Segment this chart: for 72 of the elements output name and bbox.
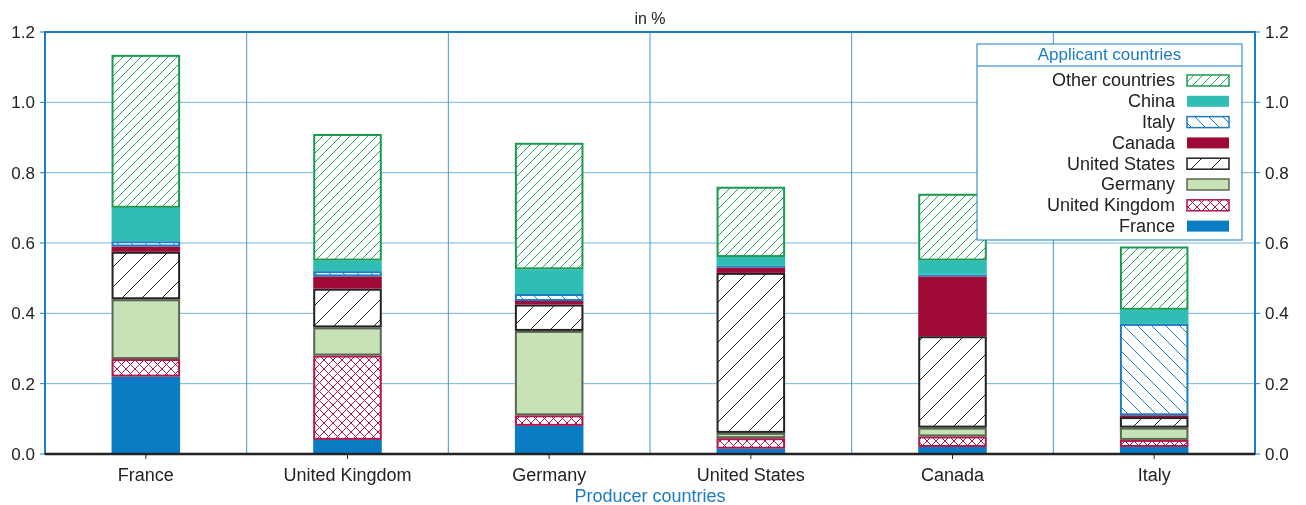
bar	[313, 355, 382, 440]
bar	[514, 301, 584, 305]
legend-title: Applicant countries	[1037, 45, 1182, 64]
y2-tick-label: 1.0	[1265, 93, 1289, 113]
y-tick-label: 0.6	[11, 233, 35, 253]
y2-tick-label: 0.2	[1265, 374, 1289, 394]
legend-label: Other countries	[1051, 70, 1175, 91]
bar	[313, 288, 382, 328]
bar	[111, 246, 181, 252]
bar	[1119, 439, 1189, 447]
bar	[111, 54, 181, 208]
y-tick-label: 1.0	[11, 93, 35, 113]
y2-tick-label: 0.6	[1265, 233, 1289, 253]
bar	[716, 267, 786, 273]
y-tick-label: 0.2	[11, 374, 35, 394]
x-axis-title: Producer countries	[574, 486, 726, 505]
bar	[313, 133, 382, 261]
bar	[111, 359, 181, 377]
x-tick-label: United States	[696, 465, 805, 485]
bar	[313, 327, 382, 356]
bar	[918, 427, 987, 437]
y2-tick-label: 0.4	[1265, 304, 1289, 324]
legend-label: China	[1127, 91, 1176, 112]
bar	[918, 436, 987, 447]
y-tick-label: 0.0	[11, 444, 35, 464]
legend-label: Italy	[1141, 111, 1175, 132]
x-tick-label: Canada	[920, 465, 986, 485]
bar	[1119, 417, 1189, 428]
bar	[918, 276, 987, 337]
bar	[111, 299, 181, 360]
bar	[514, 304, 584, 331]
legend-label: Canada	[1111, 132, 1176, 153]
bar	[1119, 427, 1189, 440]
bar	[1119, 309, 1189, 324]
bar	[716, 438, 786, 449]
bar	[514, 330, 584, 416]
bar	[918, 336, 987, 428]
x-tick-label: Italy	[1137, 465, 1171, 485]
y2-tick-label: 0.0	[1265, 444, 1289, 464]
y-tick-label: 0.8	[11, 163, 35, 183]
bar	[111, 251, 181, 300]
bar	[514, 142, 584, 270]
bar	[514, 415, 584, 426]
y-tick-label: 1.2	[11, 22, 35, 42]
y-tick-label: 0.4	[11, 304, 35, 324]
bar	[514, 293, 584, 302]
x-tick-label: France	[117, 465, 174, 485]
legend-label: Germany	[1100, 174, 1175, 195]
y2-tick-label: 0.8	[1265, 163, 1289, 183]
bar	[111, 241, 181, 247]
chart-subtitle: in %	[634, 10, 666, 27]
bar	[313, 271, 382, 277]
bar	[1119, 246, 1189, 310]
y2-tick-label: 1.2	[1265, 22, 1289, 42]
bar	[313, 439, 382, 454]
bar	[514, 425, 584, 454]
bar	[716, 186, 786, 258]
bar	[1119, 323, 1189, 416]
x-tick-label: United Kingdom	[283, 465, 412, 485]
bar	[313, 260, 382, 272]
bar	[111, 207, 181, 242]
bar	[716, 432, 786, 439]
bar	[716, 257, 786, 266]
legend-label: United Kingdom	[1046, 195, 1175, 216]
bar	[313, 276, 382, 289]
legend-label: France	[1118, 215, 1175, 236]
bar	[918, 260, 987, 275]
bar	[111, 376, 181, 454]
x-tick-label: Germany	[512, 465, 587, 485]
bar	[716, 272, 786, 433]
legend-label: United States	[1066, 153, 1175, 174]
bar	[514, 269, 584, 294]
